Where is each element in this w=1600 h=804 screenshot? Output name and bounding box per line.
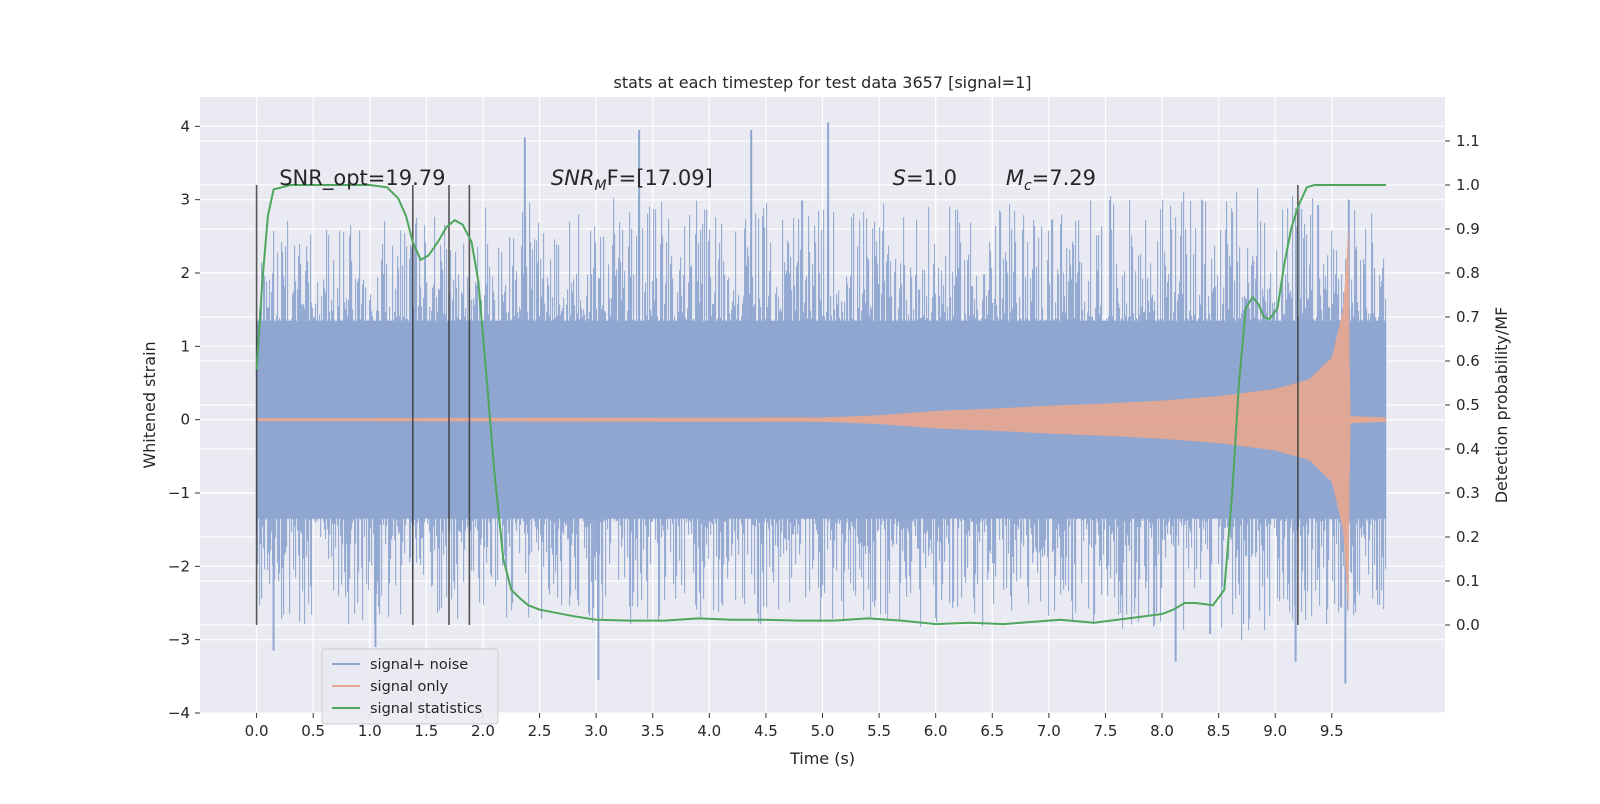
snr-mf-rest: F=[17.09] xyxy=(607,166,713,190)
signal-series-layer xyxy=(256,224,1387,615)
y-left-tick-label: 2 xyxy=(180,264,190,282)
y-left-tick-label: 1 xyxy=(180,337,190,355)
x-tick-label: 2.5 xyxy=(528,722,552,740)
y-right-tick-label: 0.6 xyxy=(1456,352,1480,370)
snr-mf-base: SNR xyxy=(551,166,595,190)
y-right-tick-label: 0.5 xyxy=(1456,396,1480,414)
y-right-tick-label: 0.0 xyxy=(1456,616,1480,634)
x-tick-label: 1.0 xyxy=(358,722,382,740)
x-axis-ticks: 0.0 0.5 1.0 1.5 2.0 2.5 3.0 3.5 4.0 4.5 5.0 5.5 6.0 6… xyxy=(245,713,1344,740)
s-var: S xyxy=(893,166,906,190)
y-right-tick-label: 0.2 xyxy=(1456,528,1480,546)
x-tick-label: 4.5 xyxy=(754,722,778,740)
legend: signal+ noise signal only signal statist… xyxy=(321,648,499,725)
y-right-tick-label: 1.1 xyxy=(1456,132,1480,150)
legend-label-statistics: signal statistics xyxy=(370,701,482,717)
y-right-tick-label: 0.8 xyxy=(1456,264,1480,282)
y-right-tick-label: 0.7 xyxy=(1456,308,1480,326)
legend-box xyxy=(321,648,499,725)
statistics-series-layer xyxy=(255,184,1387,626)
y-left-tick-label: 3 xyxy=(180,191,190,209)
legend-label-noise: signal+ noise xyxy=(370,657,468,673)
x-tick-label: 5.5 xyxy=(867,722,891,740)
x-tick-label: 9.5 xyxy=(1320,722,1344,740)
x-tick-label: 6.5 xyxy=(980,722,1004,740)
y-left-axis-label: Whitened strain xyxy=(140,341,159,468)
legend-label-signal: signal only xyxy=(370,679,449,695)
y-right-tick-label: 0.3 xyxy=(1456,484,1480,502)
y-right-tick-label: 0.4 xyxy=(1456,440,1480,458)
y-right-axis-ticks: 1.1 1.0 0.9 0.8 0.7 0.6 0.5 0.4 0.3 0.2 0.1 0.0 xyxy=(1445,132,1480,634)
y-right-axis-label: Detection probability/MF xyxy=(1492,307,1511,504)
annotation-snr-mf: SNRMF=[17.09] xyxy=(551,166,713,194)
x-tick-label: 1.5 xyxy=(414,722,438,740)
y-left-tick-label: −3 xyxy=(168,631,190,649)
y-left-tick-label: 0 xyxy=(180,411,190,429)
x-tick-label: 2.0 xyxy=(471,722,495,740)
y-left-tick-label: −2 xyxy=(168,557,190,575)
mc-var: M xyxy=(1006,166,1024,190)
x-tick-label: 0.0 xyxy=(245,722,269,740)
x-tick-label: 8.0 xyxy=(1150,722,1174,740)
x-tick-label: 3.5 xyxy=(641,722,665,740)
x-tick-label: 3.0 xyxy=(584,722,608,740)
snr-mf-sub: M xyxy=(595,178,607,194)
x-tick-label: 6.0 xyxy=(924,722,948,740)
vertical-markers xyxy=(255,185,1299,625)
y-right-tick-label: 0.9 xyxy=(1456,220,1480,238)
y-right-tick-label: 0.1 xyxy=(1456,572,1480,590)
y-right-tick-label: 1.0 xyxy=(1456,176,1480,194)
y-left-tick-label: −4 xyxy=(168,704,190,722)
y-left-tick-label: −1 xyxy=(168,484,190,502)
chart-title: stats at each timestep for test data 365… xyxy=(613,73,1031,92)
annotation-snr-opt: SNR_opt=19.79 xyxy=(279,166,445,191)
annotation-s: S=1.0 xyxy=(893,166,957,190)
x-axis-label: Time (s) xyxy=(789,749,855,768)
x-tick-label: 5.0 xyxy=(811,722,835,740)
x-tick-label: 8.5 xyxy=(1207,722,1231,740)
mc-sub: c xyxy=(1024,178,1032,194)
x-tick-label: 0.5 xyxy=(301,722,325,740)
annotation-mc: Mc=7.29 xyxy=(1006,166,1096,194)
x-tick-label: 7.0 xyxy=(1037,722,1061,740)
x-tick-label: 4.0 xyxy=(697,722,721,740)
statistics-line xyxy=(255,184,1387,626)
x-tick-label: 9.0 xyxy=(1263,722,1287,740)
mc-rest: =7.29 xyxy=(1032,166,1096,190)
x-tick-label: 7.5 xyxy=(1094,722,1118,740)
y-left-axis-ticks: 4 3 2 1 0 −1 −2 −3 −4 xyxy=(168,117,200,722)
s-rest: =1.0 xyxy=(906,166,957,190)
y-left-tick-label: 4 xyxy=(180,117,190,135)
